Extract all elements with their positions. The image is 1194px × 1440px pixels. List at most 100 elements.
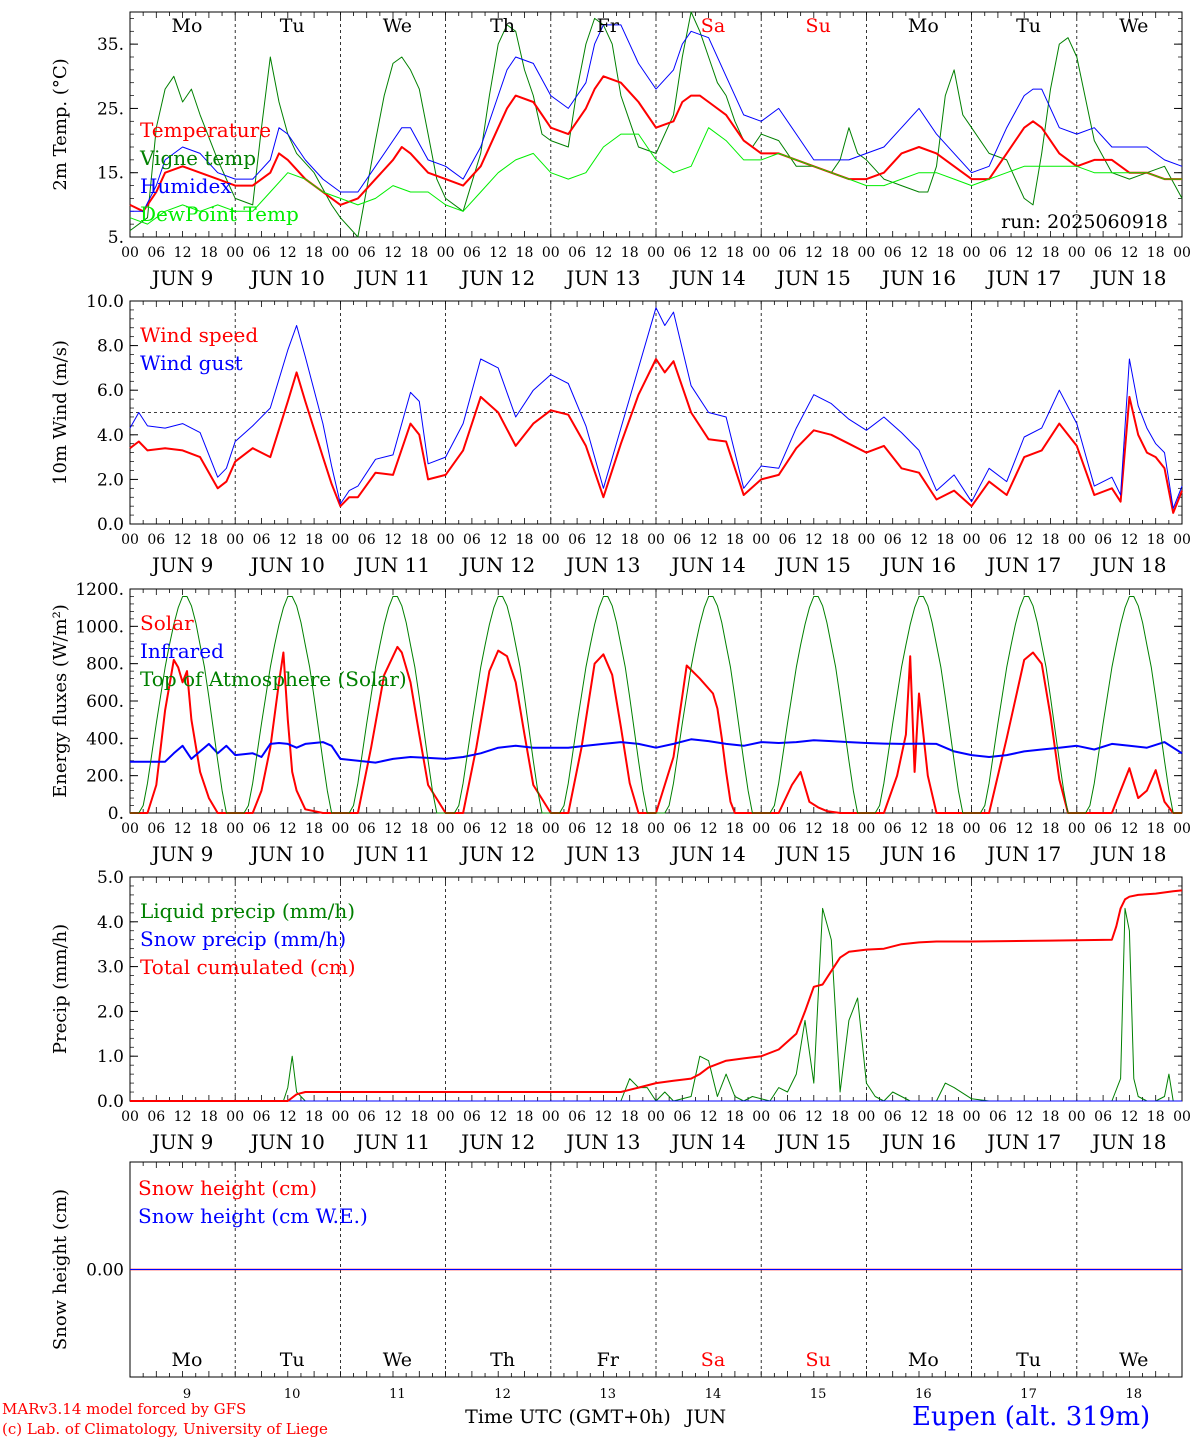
y-axis-label: 2m Temp. (°C)	[50, 58, 71, 190]
x-hour-label: 00	[121, 532, 139, 548]
x-date-label: JUN 13	[564, 553, 640, 577]
panel-5: 0.00 Snow height (cm) Snow height (cm) Snow…	[50, 1161, 1183, 1428]
legend-entry: Liquid precip (mm/h)	[140, 899, 355, 923]
panel-1: 5. 15. 25. 35. 2m Temp. (°C) Temperature Vigne…	[50, 11, 1191, 290]
x-hour-label: 12	[805, 532, 823, 548]
x-hour-label: 18	[726, 532, 744, 548]
x-hour-label: 12	[594, 532, 612, 548]
x-hour-label: 06	[1094, 532, 1112, 548]
day-name: Su	[806, 15, 831, 37]
x-hour-label: 06	[358, 245, 376, 261]
y-tick-label: 3.0	[97, 958, 124, 978]
y-tick-label: 0.00	[86, 1261, 124, 1281]
x-hour-label: 00	[542, 1109, 560, 1125]
y-tick-label: 4.0	[97, 913, 124, 933]
x-hour-label: 18	[936, 245, 954, 261]
x-hour-label: 00	[437, 532, 455, 548]
day-number: 13	[600, 1387, 617, 1402]
x-hour-label: 12	[1120, 1109, 1138, 1125]
x-hour-label: 06	[568, 821, 586, 837]
day-name: Sa	[701, 15, 725, 37]
x-hour-label: 06	[884, 532, 902, 548]
x-date-label: JUN 10	[249, 842, 325, 866]
x-hour-label: 12	[1015, 1109, 1033, 1125]
x-hour-label: 12	[910, 1109, 928, 1125]
y-tick-label: 0.0	[97, 515, 124, 535]
x-hour-label: 12	[489, 1109, 507, 1125]
y-tick-label: 6.0	[97, 381, 124, 401]
x-hour-label: 12	[384, 245, 402, 261]
x-hour-label: 06	[1094, 821, 1112, 837]
y-tick-label: 8.0	[97, 337, 124, 357]
copyright-credit: (c) Lab. of Climatology, University of L…	[2, 1420, 328, 1438]
x-hour-label: 00	[752, 821, 770, 837]
y-tick-label: 1200.	[75, 580, 124, 600]
x-hour-label: 12	[1120, 245, 1138, 261]
series-line-1	[129, 11, 1183, 238]
x-date-label: JUN 10	[249, 553, 325, 577]
x-date-label: JUN 11	[354, 553, 430, 577]
x-hour-label: 06	[463, 532, 481, 548]
x-hour-label: 12	[1015, 245, 1033, 261]
x-hour-label: 18	[305, 532, 323, 548]
x-hour-label: 18	[1147, 532, 1165, 548]
x-date-label: JUN 17	[985, 842, 1061, 866]
x-hour-label: 12	[384, 1109, 402, 1125]
x-hour-label: 18	[200, 245, 218, 261]
x-date-label: JUN 11	[354, 1130, 430, 1154]
x-hour-label: 18	[831, 821, 849, 837]
day-number: 12	[494, 1387, 511, 1402]
x-hour-label: 06	[253, 821, 271, 837]
x-hour-label: 06	[673, 1109, 691, 1125]
series-line-2	[129, 75, 1182, 213]
x-hour-label: 00	[752, 245, 770, 261]
x-hour-label: 06	[568, 1109, 586, 1125]
x-hour-label: 00	[121, 821, 139, 837]
y-tick-label: 25.	[97, 99, 124, 119]
x-hour-label: 00	[1173, 821, 1191, 837]
x-hour-label: 06	[779, 532, 797, 548]
series-line-3	[130, 596, 1182, 814]
x-hour-label: 18	[621, 532, 639, 548]
x-hour-label: 18	[200, 532, 218, 548]
x-hour-label: 00	[857, 532, 875, 548]
x-date-label: JUN 10	[249, 266, 325, 290]
x-hour-label: 00	[437, 821, 455, 837]
x-hour-label: 12	[489, 821, 507, 837]
x-hour-label: 00	[542, 532, 560, 548]
x-date-label: JUN 9	[150, 842, 213, 866]
x-hour-label: 12	[700, 532, 718, 548]
legend-entry: Snow precip (mm/h)	[140, 927, 346, 951]
x-hour-label: 18	[305, 245, 323, 261]
x-date-label: JUN 17	[985, 553, 1061, 577]
legend-entry: Humidex	[140, 174, 232, 198]
series-line-2	[129, 307, 1183, 509]
x-hour-label: 00	[752, 532, 770, 548]
x-hour-label: 18	[621, 1109, 639, 1125]
x-hour-label: 00	[226, 532, 244, 548]
day-number: 16	[915, 1387, 932, 1402]
y-tick-label: 2.0	[97, 470, 124, 490]
x-hour-label: 00	[963, 1109, 981, 1125]
x-date-label: JUN 13	[564, 1130, 640, 1154]
x-hour-label: 18	[410, 1109, 428, 1125]
x-hour-label: 00	[1173, 532, 1191, 548]
y-tick-label: 0.0	[97, 1092, 124, 1112]
day-name: Fr	[597, 1349, 620, 1371]
x-hour-label: 00	[857, 1109, 875, 1125]
x-date-label: JUN 12	[459, 266, 535, 290]
x-hour-label: 18	[305, 821, 323, 837]
x-hour-label: 06	[884, 1109, 902, 1125]
x-hour-label: 06	[673, 821, 691, 837]
legend-entry: Infrared	[140, 639, 224, 663]
x-hour-label: 12	[1015, 532, 1033, 548]
x-hour-label: 18	[516, 532, 534, 548]
y-tick-label: 5.	[108, 228, 124, 248]
x-hour-label: 12	[700, 245, 718, 261]
y-tick-label: 1000.	[75, 617, 124, 637]
x-hour-label: 06	[779, 245, 797, 261]
x-hour-label: 18	[516, 1109, 534, 1125]
x-hour-label: 00	[1068, 532, 1086, 548]
x-hour-label: 00	[1173, 245, 1191, 261]
x-hour-label: 00	[963, 245, 981, 261]
